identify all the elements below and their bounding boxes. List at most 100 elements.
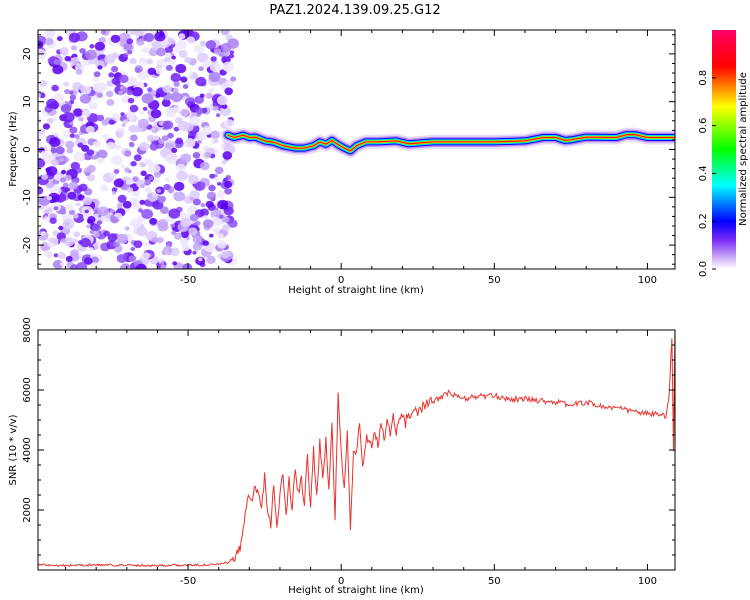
noise-blob: [150, 127, 156, 132]
noise-blob: [106, 80, 113, 87]
noise-blob: [127, 50, 133, 55]
noise-blob: [184, 56, 192, 63]
noise-blob: [59, 208, 67, 215]
noise-blob: [39, 128, 46, 135]
noise-blob: [117, 194, 127, 203]
noise-blob: [224, 180, 233, 189]
noise-blob: [44, 249, 53, 258]
noise-blob: [96, 92, 104, 98]
noise-blob: [125, 179, 132, 185]
noise-blob: [160, 206, 169, 214]
noise-blob: [170, 223, 176, 228]
noise-blob: [44, 30, 55, 39]
noise-blob: [92, 231, 101, 238]
noise-blob: [57, 252, 66, 259]
colorbar-tick-label: 0.6: [698, 118, 709, 134]
spectrogram-y-tick-label: -10: [22, 189, 33, 205]
noise-blob: [60, 177, 66, 183]
snr-y-tick-label: 4000: [22, 437, 33, 462]
noise-blob: [151, 237, 159, 243]
noise-blob: [124, 226, 130, 231]
noise-blob: [195, 107, 204, 115]
noise-blob: [97, 149, 108, 159]
noise-blob: [59, 47, 69, 56]
noise-blob: [173, 181, 185, 191]
noise-blob: [220, 250, 230, 259]
noise-blob: [209, 173, 216, 179]
noise-blob: [145, 159, 153, 167]
noise-blob: [175, 63, 187, 74]
noise-blob: [146, 134, 155, 142]
noise-blob: [64, 174, 72, 181]
noise-blob: [144, 180, 151, 186]
noise-blob: [53, 132, 59, 137]
noise-blob: [84, 209, 89, 214]
colorbar-gradient: [712, 30, 736, 269]
noise-blob: [155, 93, 161, 98]
noise-blob: [113, 169, 120, 174]
noise-blob: [109, 209, 115, 213]
noise-blob: [224, 119, 235, 129]
noise-blob: [126, 187, 134, 193]
noise-blob: [146, 192, 158, 202]
noise-blob: [210, 56, 217, 62]
noise-blob: [79, 93, 92, 104]
noise-blob: [181, 243, 191, 252]
snr-y-tick-label: 6000: [22, 377, 33, 402]
snr-x-tick-label: 100: [638, 576, 657, 587]
noise-blob: [81, 109, 91, 118]
noise-blob: [60, 238, 67, 244]
noise-blob: [133, 240, 143, 249]
noise-blob: [150, 109, 162, 119]
noise-blob: [167, 132, 174, 139]
noise-blob: [62, 112, 75, 123]
noise-blob: [201, 125, 213, 136]
noise-blob: [65, 203, 74, 211]
noise-blob: [62, 188, 68, 193]
noise-blob: [180, 76, 188, 83]
noise-blob: [107, 233, 118, 242]
colorbar: 0.0 0.2 0.4 0.6 0.8 Normalized spectral ampl…: [698, 30, 749, 277]
noise-blob: [143, 241, 150, 247]
noise-blob: [46, 117, 54, 124]
noise-blob: [219, 106, 232, 117]
noise-blob: [192, 235, 202, 244]
noise-blob: [137, 81, 145, 88]
noise-blob: [171, 55, 176, 60]
noise-blob: [48, 192, 60, 203]
noise-blob: [165, 107, 177, 118]
noise-blob: [69, 94, 77, 101]
noise-blob: [136, 226, 148, 237]
noise-blob: [210, 209, 222, 219]
noise-blob: [205, 92, 213, 99]
noise-blob: [141, 208, 154, 220]
noise-blob: [199, 93, 205, 98]
noise-blob: [164, 46, 174, 54]
noise-blob: [122, 200, 132, 209]
noise-blob: [63, 81, 70, 87]
noise-blob: [180, 230, 189, 238]
noise-blob: [210, 130, 221, 139]
spectrogram-ridge: [220, 127, 675, 158]
snr-x-tick-label: 50: [488, 576, 501, 587]
noise-blob: [45, 37, 54, 46]
noise-blob: [61, 169, 67, 175]
noise-blob: [209, 62, 222, 73]
noise-blob: [173, 81, 180, 87]
colorbar-tick-label: 0.2: [698, 213, 709, 229]
noise-blob: [80, 85, 92, 95]
noise-blob: [188, 174, 199, 185]
noise-blob: [85, 125, 95, 134]
noise-blob: [156, 188, 162, 193]
noise-blob: [85, 49, 97, 60]
noise-blob: [129, 134, 138, 142]
noise-blob: [149, 217, 158, 225]
spectrogram-y-tick-label: -20: [22, 237, 33, 253]
noise-blob: [147, 87, 153, 92]
noise-blob: [108, 119, 116, 125]
noise-blob: [140, 170, 147, 177]
noise-blob: [116, 233, 128, 244]
noise-blob: [58, 157, 64, 163]
noise-blob: [74, 134, 80, 139]
noise-blob: [141, 252, 150, 260]
